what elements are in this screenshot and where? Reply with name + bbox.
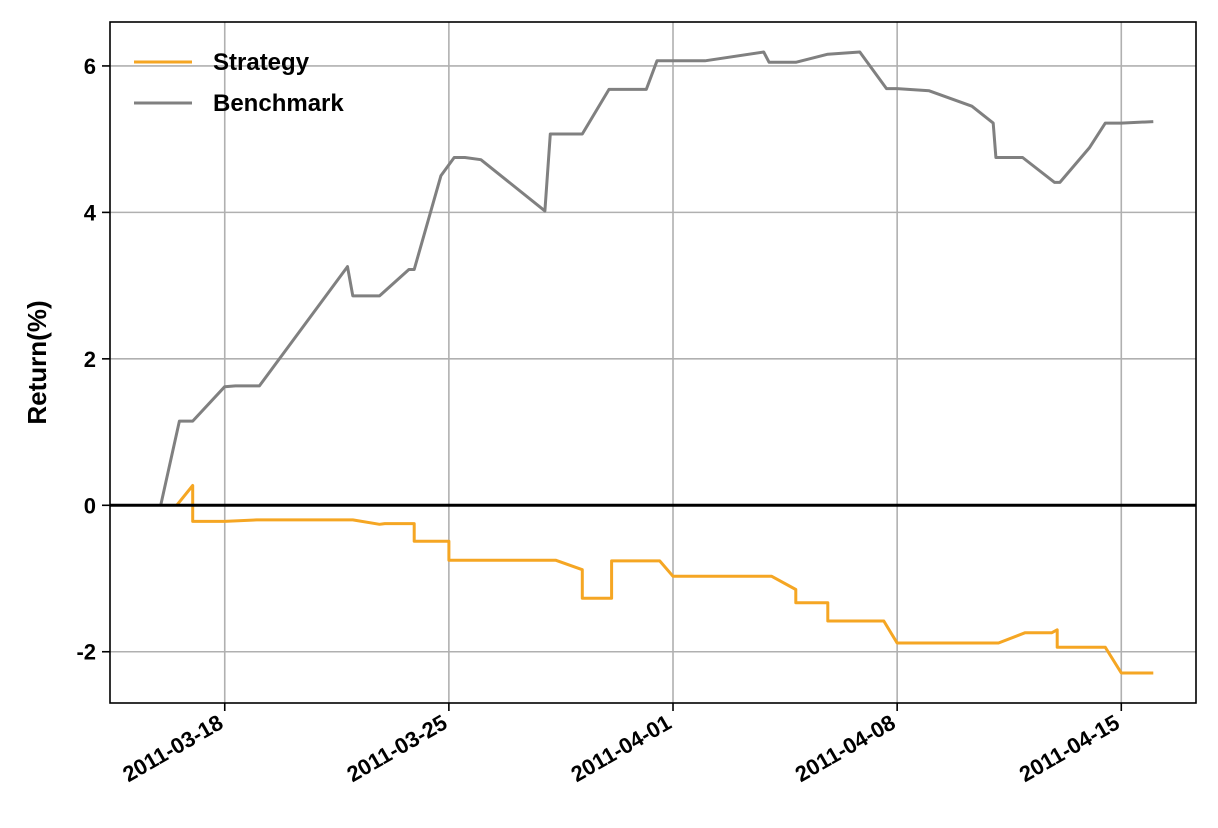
series-line-strategy — [175, 484, 1154, 675]
y-tick-label: 4 — [84, 200, 97, 225]
y-axis-label: Return(%) — [22, 300, 52, 424]
y-axis: -2 0 2 4 6 — [76, 54, 110, 665]
y-tick-label: 0 — [84, 493, 96, 518]
y-tick-label: -2 — [76, 640, 96, 665]
y-tick-label: 6 — [84, 54, 96, 79]
legend-label-strategy: Strategy — [213, 49, 310, 76]
y-tick-label: 2 — [84, 347, 96, 372]
plot-frame — [109, 21, 1197, 704]
series-lines — [159, 50, 1154, 675]
legend: Strategy Benchmark — [134, 49, 344, 117]
legend-label-benchmark: Benchmark — [213, 90, 344, 117]
series-line-benchmark — [159, 50, 1154, 506]
